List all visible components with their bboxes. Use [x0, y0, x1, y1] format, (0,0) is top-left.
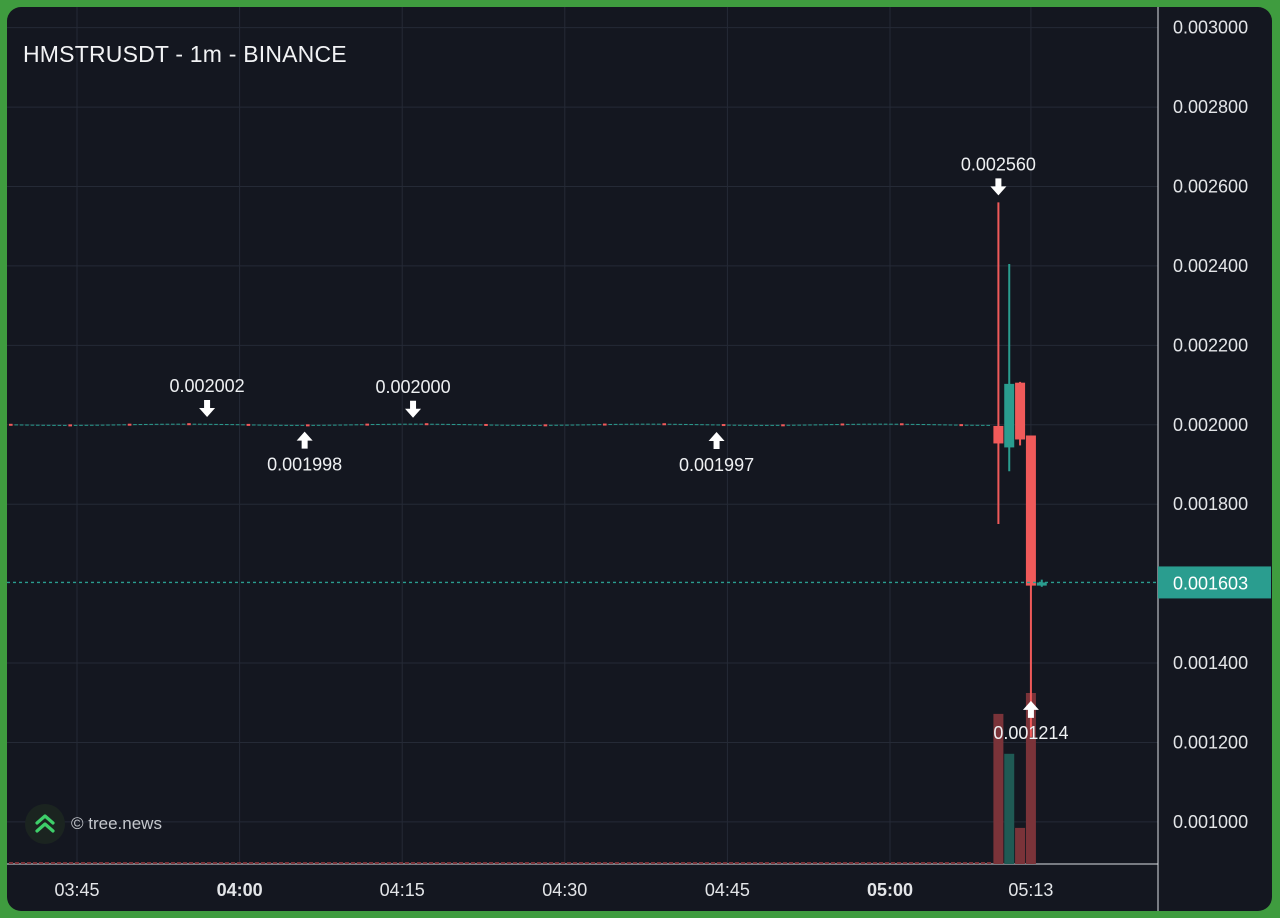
price-annotation-label: 0.002002 — [170, 376, 245, 396]
price-chart[interactable]: 0.003000 0.002800 0.002600 0.002400 0.002200… — [7, 7, 1272, 911]
arrow-down-icon — [405, 400, 422, 418]
x-tick-label: 04:00 — [217, 880, 263, 900]
current-price-label: 0.001603 — [1173, 573, 1248, 593]
price-annotation-label: 0.001998 — [267, 455, 342, 475]
candle-body — [993, 425, 1004, 444]
volume-bar — [993, 713, 1004, 864]
arrow-up-icon — [708, 431, 725, 449]
x-tick-label: 03:45 — [54, 880, 99, 900]
price-annotation-label: 0.001997 — [679, 455, 754, 475]
y-tick-label: 0.002600 — [1173, 177, 1248, 197]
y-tick-label: 0.001400 — [1173, 653, 1248, 673]
candle-body — [1004, 383, 1015, 448]
volume-bar — [1015, 827, 1026, 864]
price-annotation-label: 0.001214 — [993, 723, 1068, 743]
candle-body — [1025, 435, 1036, 586]
volume-bar — [1004, 753, 1015, 864]
y-tick-label: 0.001200 — [1173, 732, 1248, 752]
x-tick-label: 05:13 — [1008, 880, 1053, 900]
arrow-down-icon — [990, 178, 1007, 196]
y-tick-label: 0.002400 — [1173, 256, 1248, 276]
x-tick-label: 05:00 — [867, 880, 913, 900]
watermark-text: © tree.news — [71, 814, 162, 833]
volume-bar — [1025, 693, 1036, 864]
price-annotation-label: 0.002560 — [961, 154, 1036, 174]
watermark: © tree.news — [25, 804, 162, 844]
arrow-up-icon — [296, 431, 313, 449]
x-tick-label: 04:30 — [542, 880, 587, 900]
arrow-up-icon — [1022, 700, 1039, 718]
y-tick-label: 0.002000 — [1173, 415, 1248, 435]
candle-body — [1036, 582, 1047, 586]
chart-frame: 0.003000 0.002800 0.002600 0.002400 0.002200… — [7, 7, 1272, 911]
y-tick-label: 0.002200 — [1173, 335, 1248, 355]
current-price-tag — [1158, 566, 1271, 599]
arrow-down-icon — [199, 399, 216, 417]
y-tick-label: 0.002800 — [1173, 97, 1248, 117]
candle-body — [1015, 382, 1026, 440]
tree-news-logo-icon — [25, 804, 65, 844]
price-annotation-label: 0.002000 — [376, 377, 451, 397]
y-tick-label: 0.003000 — [1173, 18, 1248, 38]
chart-title: HMSTRUSDT - 1m - BINANCE — [23, 41, 347, 67]
y-tick-label: 0.001000 — [1173, 812, 1248, 832]
x-tick-label: 04:15 — [380, 880, 425, 900]
x-tick-label: 04:45 — [705, 880, 750, 900]
y-tick-label: 0.001800 — [1173, 494, 1248, 514]
